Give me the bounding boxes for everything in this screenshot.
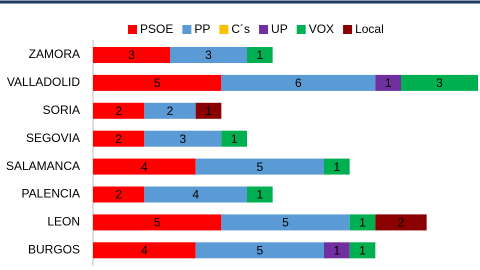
bar-segment [93,242,196,259]
data-label: 1 [385,76,392,90]
legend-label: C´s [231,22,250,36]
bar-segment [195,158,324,175]
y-tick-label: VALLADOLID [7,75,80,89]
bar-segment [247,186,273,203]
bar-segment [93,186,145,203]
bar-segment [349,242,376,259]
bar-segment [93,102,145,119]
data-label: 2 [115,104,122,118]
bar-segment [93,214,222,231]
y-tick-label: PALENCIA [22,187,80,201]
bar-segment [375,214,427,231]
data-label: 1 [256,48,263,62]
legend-swatch [259,25,269,34]
bar-segment [401,74,478,91]
data-label: 3 [205,48,212,62]
data-label: 5 [256,160,263,174]
bar-segment [349,214,376,231]
bar-segment [324,242,350,259]
legend-swatch [219,25,229,34]
data-label: 1 [205,104,212,118]
legend-label: UP [271,22,288,36]
y-tick-label: BURGOS [28,242,80,256]
legend-label: PP [194,22,210,36]
data-label: 3 [436,76,443,90]
bar-segment [221,74,376,91]
legend-swatch [128,25,137,34]
data-label: 5 [154,76,161,90]
data-label: 1 [256,188,263,202]
legend-swatch [182,25,192,34]
data-label: 3 [128,48,135,62]
data-label: 1 [333,243,340,257]
bar-segment [221,214,350,231]
bar-segment [144,102,196,119]
data-label: 6 [295,76,302,90]
y-tick-label: SALAMANCA [6,159,80,173]
data-label: 2 [115,132,122,146]
data-label: 1 [333,160,340,174]
bar-segment [93,47,170,63]
bar-segment [195,102,222,119]
bar-segment [144,130,222,147]
data-label: 5 [154,216,161,230]
legend-label: Local [355,22,384,36]
data-label: 4 [141,160,148,174]
bar-segment [247,47,273,63]
data-label: 2 [115,188,122,202]
bar-segment [375,74,401,91]
y-tick-label: ZAMORA [29,47,80,61]
data-label: 1 [359,243,366,257]
data-label: 4 [192,188,199,202]
legend-label: PSOE [140,22,173,36]
data-label: 4 [141,243,148,257]
y-tick-label: SEGOVIA [26,131,80,145]
bar-segment [144,186,247,203]
bar-segment [93,158,196,175]
y-tick-label: LEON [47,215,80,229]
data-label: 5 [256,243,263,257]
legend-swatch [296,25,306,34]
data-label: 1 [359,216,366,230]
bar-segment [93,74,222,91]
bar-segment [93,130,145,147]
data-label: 5 [282,216,289,230]
legend-label: VOX [309,22,334,36]
legend-swatch [343,25,353,34]
y-tick-label: SORIA [43,103,80,117]
data-label: 2 [167,104,174,118]
bar-segment [324,158,350,175]
data-label: 1 [231,132,238,146]
data-label: 3 [179,132,186,146]
data-label: 2 [398,216,405,230]
bar-segment [221,130,247,147]
bar-segment [170,47,247,63]
bar-segment [195,242,324,259]
